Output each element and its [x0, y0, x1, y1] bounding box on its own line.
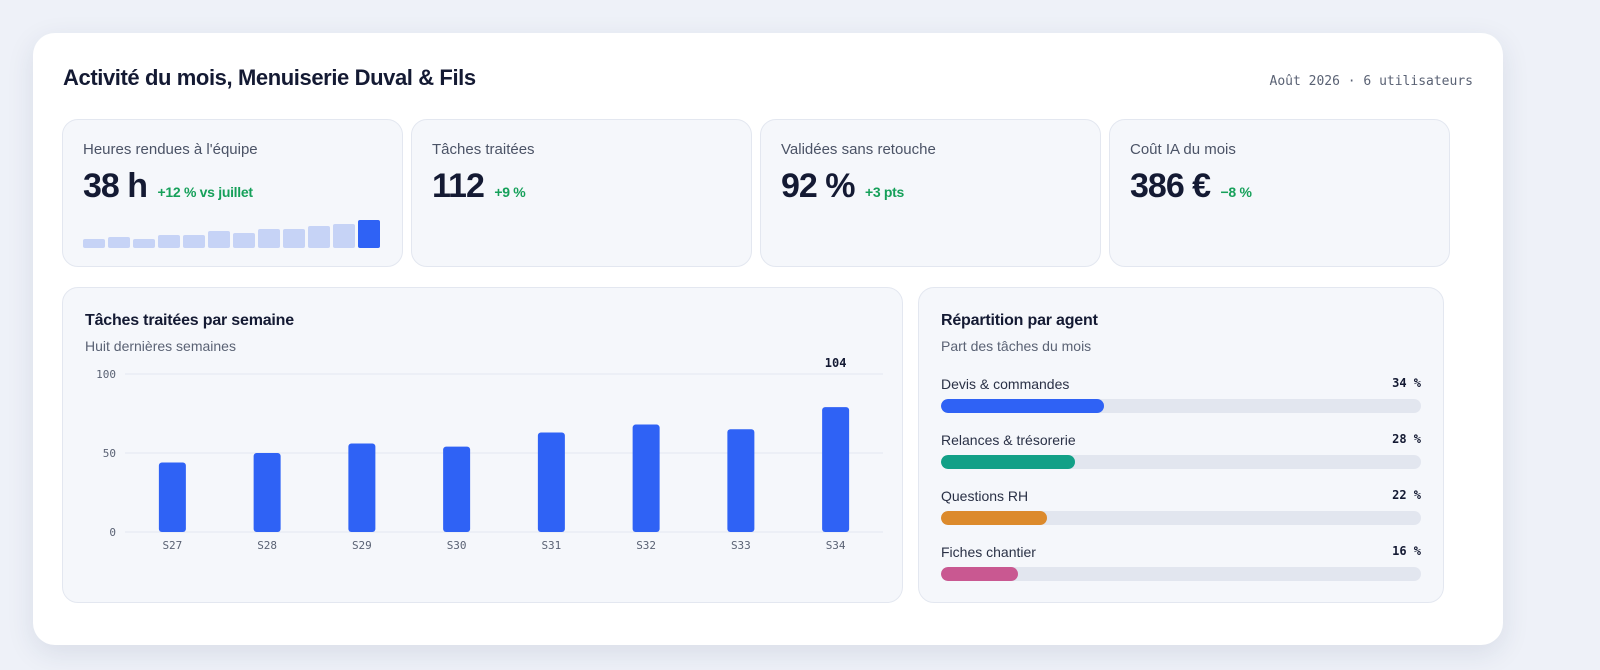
kpi-hours: Heures rendues à l'équipe 38 h +12 % vs …: [62, 119, 403, 267]
chart-bar: [348, 443, 376, 532]
chart-bar: [443, 446, 471, 532]
chart-bar: [632, 424, 660, 532]
chart-bar: [158, 462, 186, 532]
agent-percent: 16 %: [1392, 544, 1421, 558]
sparkline-bar: [108, 237, 130, 248]
kpi-delta: +12 % vs juillet: [157, 184, 254, 200]
kpi-label: Validées sans retouche: [781, 141, 936, 158]
sparkline-bar: [83, 239, 105, 248]
panel-title: Répartition par agent: [941, 312, 1098, 329]
agent-share-fill: [941, 511, 1047, 525]
x-tick-label: S33: [731, 539, 751, 552]
agent-share-fill: [941, 399, 1105, 413]
sparkline-bar: [333, 224, 355, 248]
agent-name: Questions RH: [941, 488, 1029, 504]
agent-percent: 34 %: [1392, 376, 1421, 390]
kpi-label: Tâches traitées: [432, 141, 535, 158]
sparkline-bar: [183, 235, 205, 248]
sparkline-bar: [158, 235, 180, 248]
agent-row: Devis & commandes 34 %: [941, 376, 1421, 420]
agent-split-panel: Répartition par agent Part des tâches du…: [918, 287, 1444, 603]
kpi-delta: +3 pts: [864, 184, 905, 200]
weekly-bar-chart: 0 50 100 S27 S28 S29 S30 S31 S32 S33 S34 104: [96, 356, 883, 552]
y-tick-label: 50: [103, 447, 116, 460]
agent-row: Fiches chantier 16 %: [941, 544, 1421, 588]
x-tick-label: S34: [826, 539, 846, 552]
agent-row: Relances & trésorerie 28 %: [941, 432, 1421, 476]
agent-share-track: [941, 511, 1421, 525]
sparkline-bar: [133, 239, 155, 248]
agent-percent: 28 %: [1392, 432, 1421, 446]
kpi-ai-cost: Coût IA du mois 386 € −8 %: [1109, 119, 1450, 267]
kpi-tasks: Tâches traitées 112 +9 %: [411, 119, 752, 267]
kpi-value: 92 %: [781, 167, 855, 205]
dashboard-card: Activité du mois, Menuiserie Duval & Fil…: [33, 33, 1503, 645]
data-label: 104: [825, 356, 847, 370]
x-tick-label: S32: [636, 539, 656, 552]
kpi-delta: +9 %: [494, 184, 526, 200]
hours-sparkline: [83, 218, 380, 248]
agent-name: Relances & trésorerie: [941, 432, 1076, 448]
sparkline-bar: [258, 229, 280, 248]
x-tick-label: S27: [162, 539, 182, 552]
chart-bar: [253, 453, 281, 532]
y-tick-label: 100: [96, 368, 116, 381]
page-title: Activité du mois, Menuiserie Duval & Fil…: [63, 65, 476, 90]
agent-name: Devis & commandes: [941, 376, 1070, 392]
agent-name: Fiches chantier: [941, 544, 1036, 560]
period-meta: Août 2026 · 6 utilisateurs: [1269, 74, 1474, 89]
kpi-value: 386 €: [1130, 167, 1211, 205]
sparkline-bar: [308, 226, 330, 248]
x-tick-label: S29: [352, 539, 372, 552]
kpi-label: Coût IA du mois: [1130, 141, 1236, 158]
agent-share-track: [941, 567, 1421, 581]
kpi-validated: Validées sans retouche 92 % +3 pts: [760, 119, 1101, 267]
y-tick-label: 0: [109, 526, 116, 539]
x-tick-label: S30: [447, 539, 467, 552]
kpi-value: 112: [432, 167, 485, 205]
sparkline-bar: [233, 233, 255, 248]
panel-subtitle: Huit dernières semaines: [85, 338, 236, 354]
agent-row: Questions RH 22 %: [941, 488, 1421, 532]
agent-share-fill: [941, 455, 1076, 469]
kpi-value: 38 h: [83, 167, 148, 205]
kpi-label: Heures rendues à l'équipe: [83, 141, 258, 158]
chart-bar: [537, 432, 565, 532]
panel-subtitle: Part des tâches du mois: [941, 338, 1092, 354]
agent-share-fill: [941, 567, 1018, 581]
sparkline-bar: [358, 220, 380, 248]
chart-bar: [727, 429, 755, 532]
agent-percent: 22 %: [1392, 488, 1421, 502]
sparkline-bar: [208, 231, 230, 248]
chart-bar: [822, 407, 850, 532]
weekly-tasks-panel: Tâches traitées par semaine Huit dernièr…: [62, 287, 903, 603]
x-tick-label: S31: [541, 539, 561, 552]
agent-share-track: [941, 455, 1421, 469]
x-tick-label: S28: [257, 539, 277, 552]
panel-title: Tâches traitées par semaine: [85, 312, 294, 329]
kpi-delta: −8 %: [1220, 184, 1252, 200]
agent-share-track: [941, 399, 1421, 413]
sparkline-bar: [283, 229, 305, 248]
